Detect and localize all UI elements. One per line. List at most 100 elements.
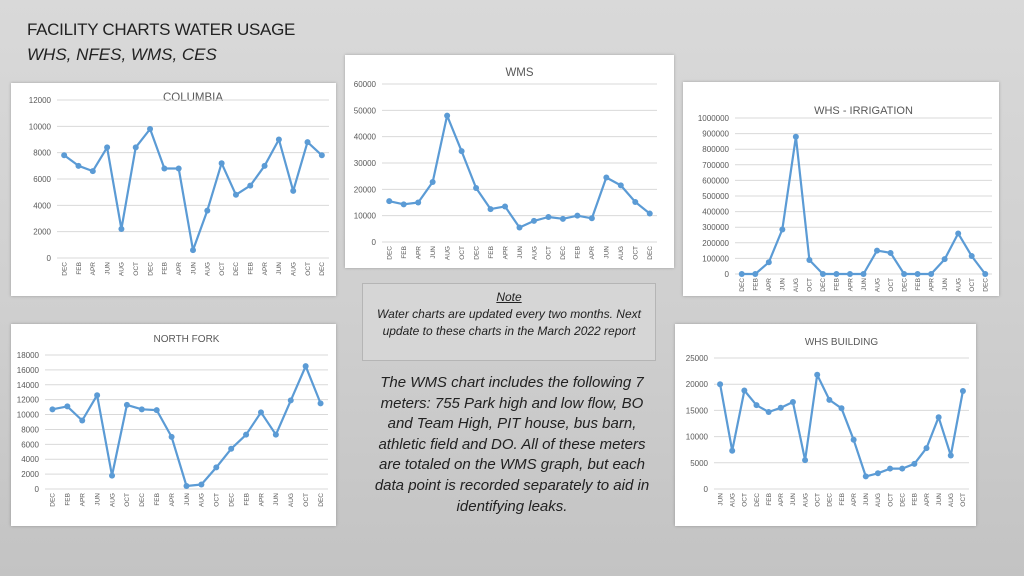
data-point	[204, 207, 211, 214]
data-point	[899, 465, 906, 472]
x-tick-label: JUN	[604, 246, 611, 259]
chart-title: WHS BUILDING	[805, 337, 879, 348]
whs-irrigation-chart: WHS - IRRIGATION 0 100000 200000 300000 40000…	[683, 82, 999, 296]
data-point	[473, 185, 480, 192]
x-tick-label: OCT	[888, 278, 895, 292]
data-point	[935, 414, 942, 421]
x-tick-label: DEC	[319, 262, 326, 276]
x-tick-label: FEB	[162, 262, 169, 275]
y-tick-label: 15000	[686, 406, 709, 415]
data-point	[275, 136, 282, 143]
data-point	[617, 182, 624, 189]
data-point	[765, 408, 772, 415]
series-line	[719, 373, 964, 478]
data-point	[516, 224, 523, 231]
data-point	[923, 445, 930, 452]
chart-title: WMS	[505, 67, 533, 79]
data-point	[603, 174, 610, 181]
y-tick-label: 6000	[33, 175, 51, 184]
y-tick-label: 30000	[354, 159, 377, 168]
data-point	[272, 431, 279, 438]
x-tick-label: FEB	[912, 493, 919, 506]
x-tick-label: AUG	[730, 493, 737, 507]
data-point	[290, 187, 297, 194]
x-tick-label: FEB	[575, 246, 582, 259]
data-point	[168, 433, 175, 440]
data-point	[530, 217, 537, 224]
y-tick-label: 700000	[702, 161, 729, 170]
x-tick-label: APR	[258, 493, 265, 507]
x-tick-label: FEB	[753, 278, 760, 291]
data-point	[862, 473, 869, 480]
data-point	[833, 271, 840, 277]
whs-building-chart: WHS BUILDING 0 5000 10000 15000 20000 25000 JUN…	[675, 324, 976, 526]
x-tick-label: JUN	[863, 493, 870, 506]
wms-chart: WMS 0 10000 20000 30000 40000 50000 60000 DEC FEB…	[345, 55, 674, 268]
chart-title: COLUMBIA	[163, 92, 223, 104]
y-tick-label: 10000	[29, 122, 52, 131]
x-tick-label: DEC	[473, 246, 480, 260]
y-tick-label: 10000	[354, 212, 377, 221]
data-point	[814, 371, 821, 378]
data-point	[317, 400, 324, 407]
data-point	[49, 406, 56, 413]
wms-svg: WMS 0 10000 20000 30000 40000 50000 60000 DEC FEB…	[354, 67, 657, 260]
x-tick-label: AUG	[874, 278, 881, 292]
x-tick-label: OCT	[815, 493, 822, 507]
x-tick-label: APR	[778, 493, 785, 507]
x-tick-label: JUN	[184, 493, 191, 506]
x-tick-label: DEC	[827, 493, 834, 507]
data-point	[941, 256, 948, 263]
data-point	[874, 247, 881, 254]
data-point	[792, 133, 799, 140]
data-point	[487, 206, 494, 213]
x-tick-label: OCT	[546, 246, 553, 260]
note-box: Note Water charts are updated every two …	[362, 283, 656, 361]
north-fork-svg: NORTH FORK 0 2000 4000 6000 8000 10000 12000 140…	[17, 334, 328, 507]
data-point	[161, 165, 168, 172]
x-tick-label: APR	[80, 493, 87, 507]
data-point	[819, 271, 826, 277]
y-tick-label: 16000	[17, 366, 40, 375]
data-point	[94, 392, 101, 399]
data-point	[968, 253, 975, 260]
x-tick-label: APR	[928, 278, 935, 292]
x-tick-label: AUG	[531, 246, 538, 260]
data-point	[444, 112, 451, 119]
x-tick-label: FEB	[766, 493, 773, 506]
x-tick-label: AUG	[618, 246, 625, 260]
x-tick-label: APR	[924, 493, 931, 507]
data-point	[838, 405, 845, 412]
y-tick-label: 300000	[702, 223, 729, 232]
x-tick-label: JUN	[273, 493, 280, 506]
x-tick-label: DEC	[139, 493, 146, 507]
data-point	[947, 452, 954, 459]
page-title: FACILITY CHARTS WATER USAGE	[27, 20, 296, 39]
columbia-chart: COLUMBIA 0 2000 4000 6000 8000 10000 12000 DEC FE…	[11, 83, 336, 296]
y-tick-label: 2000	[33, 228, 51, 237]
x-tick-label: DEC	[900, 493, 907, 507]
x-tick-label: DEC	[228, 493, 235, 507]
data-point	[955, 230, 962, 237]
data-point	[287, 397, 294, 404]
data-point	[183, 483, 190, 490]
data-point	[545, 213, 552, 220]
y-tick-label: 1000000	[698, 114, 730, 123]
x-tick-label: APR	[589, 246, 596, 260]
x-tick-label: DEC	[983, 278, 990, 292]
data-point	[826, 396, 833, 403]
data-point	[247, 182, 254, 189]
x-tick-label: OCT	[124, 493, 131, 507]
x-tick-label: FEB	[915, 278, 922, 291]
data-point	[846, 271, 853, 277]
y-tick-label: 25000	[686, 354, 709, 363]
data-point	[632, 198, 639, 205]
x-tick-label: JUN	[717, 493, 724, 506]
x-tick-label: AUG	[119, 262, 126, 276]
data-point	[646, 210, 653, 217]
x-tick-label: OCT	[459, 246, 466, 260]
page-subtitle: WHS, NFES, WMS, CES	[27, 45, 217, 64]
x-tick-label: JUN	[94, 493, 101, 506]
y-tick-label: 4000	[21, 455, 39, 464]
data-point	[753, 402, 760, 409]
